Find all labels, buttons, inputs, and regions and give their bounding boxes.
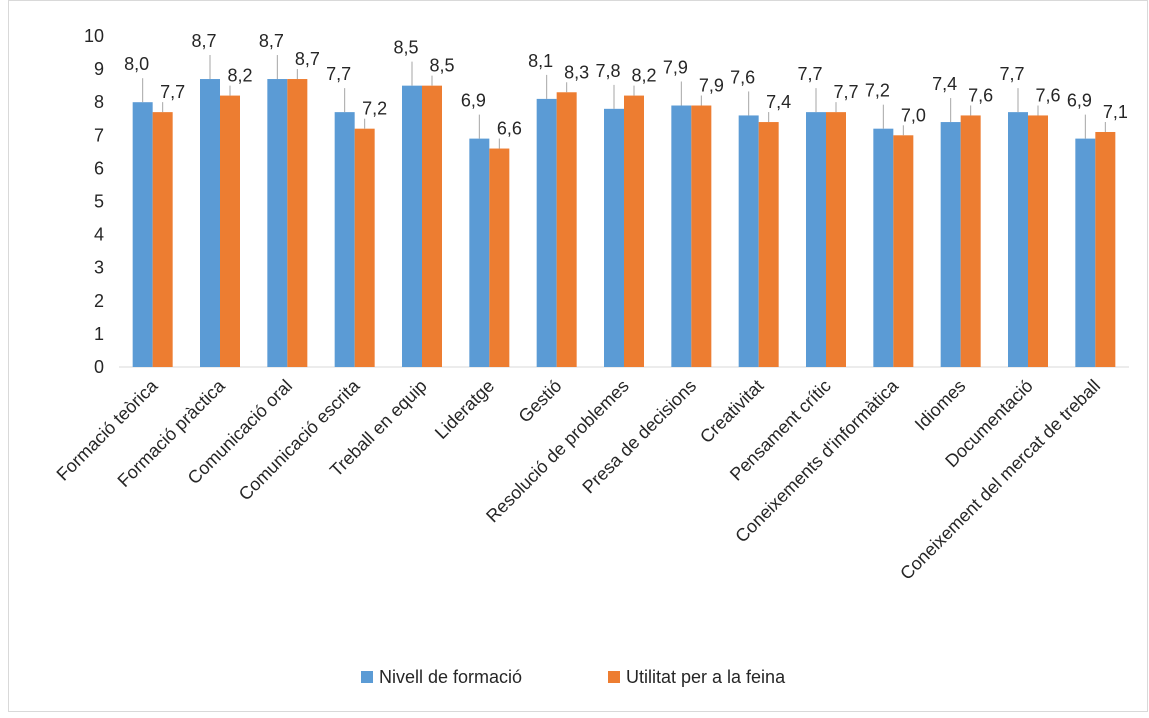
data-label-nivell: 8,1 [528, 51, 553, 71]
y-tick-label: 6 [94, 158, 104, 178]
data-label-nivell: 6,9 [1067, 91, 1092, 111]
data-label-nivell: 7,7 [326, 64, 351, 84]
y-tick-label: 8 [94, 92, 104, 112]
bar-nivell [200, 79, 220, 367]
y-tick-label: 2 [94, 291, 104, 311]
bar-nivell [806, 112, 826, 367]
bar-nivell [334, 112, 355, 367]
data-labels-layer: 8,0 7,7 8,7 8,2 8,7 8,7 7,7 7,2 8,5 8,5 6,9 6,6 8,1 8… [124, 31, 1128, 149]
legend-label: Utilitat per a la feina [626, 667, 786, 687]
data-label-utilitat: 7,7 [833, 82, 858, 102]
legend-swatch [608, 671, 620, 683]
bar-utilitat [354, 128, 375, 367]
bar-utilitat [893, 135, 914, 367]
bar-nivell [1075, 138, 1096, 367]
data-label-utilitat: 7,4 [766, 92, 791, 112]
chart-container: 0 1 2 3 4 5 6 7 8 9 10 8,0 7,7 8,7 8,2 8,7 8,7 7,7 7,2 8,5… [8, 0, 1148, 712]
bar-nivell [873, 128, 894, 367]
data-label-utilitat: 7,6 [1035, 85, 1060, 105]
bar-nivell [267, 79, 288, 367]
bar-utilitat [826, 112, 846, 367]
data-label-utilitat: 6,6 [497, 119, 522, 139]
bar-nivell [402, 85, 422, 368]
bar-nivell [132, 102, 153, 367]
bar-utilitat [152, 112, 173, 367]
legend-swatch [361, 671, 373, 683]
bar-utilitat [489, 148, 510, 367]
data-label-nivell: 7,7 [797, 64, 822, 84]
bar-utilitat [960, 115, 981, 367]
data-label-utilitat: 7,6 [968, 85, 993, 105]
bar-utilitat [1028, 115, 1048, 367]
bar-utilitat [287, 79, 308, 367]
bar-nivell [940, 122, 961, 367]
bar-nivell [738, 115, 759, 367]
data-label-nivell: 7,6 [730, 67, 755, 87]
y-tick-label: 0 [94, 357, 104, 377]
y-tick-label: 4 [94, 225, 104, 245]
legend: Nivell de formació Utilitat per a la fein… [361, 667, 786, 687]
category-label: Gestió [515, 376, 566, 427]
data-label-utilitat: 7,1 [1103, 102, 1128, 122]
data-label-utilitat: 8,2 [631, 66, 656, 86]
y-tick-label: 1 [94, 324, 104, 344]
bar-nivell [671, 105, 692, 367]
y-tick-label: 10 [84, 26, 104, 46]
bar-nivell [1008, 112, 1028, 367]
data-label-nivell: 8,5 [393, 38, 418, 58]
y-tick-label: 9 [94, 59, 104, 79]
category-label: Comunicació escrita [235, 375, 364, 504]
data-label-utilitat: 8,3 [564, 62, 589, 82]
category-label: Lideratge [431, 376, 498, 443]
data-label-utilitat: 7,0 [901, 105, 926, 125]
data-label-utilitat: 8,5 [429, 56, 454, 76]
data-label-utilitat: 7,9 [699, 76, 724, 96]
data-label-utilitat: 8,2 [227, 66, 252, 86]
data-label-nivell: 8,7 [191, 31, 216, 51]
bar-nivell [469, 138, 490, 367]
category-label: Creativitat [696, 376, 767, 447]
data-label-nivell: 7,7 [999, 64, 1024, 84]
bar-utilitat [758, 122, 779, 367]
legend-label: Nivell de formació [379, 667, 522, 687]
bar-utilitat [691, 105, 712, 367]
category-label: Presa de decisions [578, 376, 700, 498]
category-label: Idiomes [911, 376, 970, 435]
data-label-utilitat: 7,2 [362, 99, 387, 119]
data-label-nivell: 8,0 [124, 54, 149, 74]
bars-layer [132, 79, 1116, 368]
data-label-utilitat: 7,7 [160, 82, 185, 102]
bar-nivell [604, 108, 624, 367]
bar-utilitat [1095, 131, 1116, 367]
data-label-nivell: 7,9 [663, 58, 688, 78]
data-label-nivell: 7,4 [932, 74, 957, 94]
y-tick-label: 7 [94, 125, 104, 145]
data-label-nivell: 7,2 [865, 81, 890, 101]
data-label-nivell: 7,8 [595, 61, 620, 81]
bar-utilitat [624, 95, 644, 367]
bar-chart: 0 1 2 3 4 5 6 7 8 9 10 8,0 7,7 8,7 8,2 8,7 8,7 7,7 7,2 8,5… [53, 26, 1129, 687]
data-label-utilitat: 8,7 [295, 49, 320, 69]
y-tick-label: 3 [94, 258, 104, 278]
y-tick-label: 5 [94, 192, 104, 212]
bar-utilitat [556, 92, 577, 368]
bar-utilitat [422, 85, 442, 368]
bar-nivell [536, 98, 557, 367]
bar-utilitat [220, 95, 240, 367]
data-label-nivell: 8,7 [259, 31, 284, 51]
data-label-nivell: 6,9 [461, 91, 486, 111]
